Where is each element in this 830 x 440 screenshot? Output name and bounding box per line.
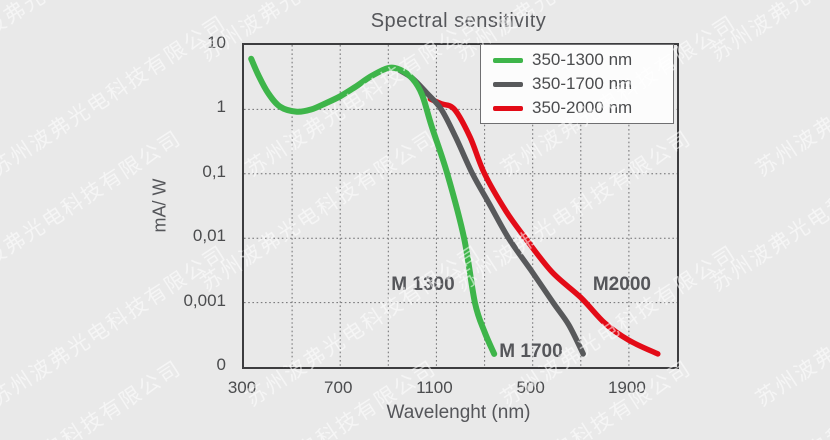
watermark-text: 苏州波弗光电科技有限公司: [751, 241, 830, 412]
curve-label-m1300: M 1300: [391, 273, 455, 295]
plot-canvas: [244, 45, 677, 367]
x-tick-label: 300: [227, 378, 257, 397]
x-tick-label: 1100: [416, 378, 453, 397]
x-axis-label: Wavelenght (nm): [386, 402, 531, 423]
legend-swatch: [493, 105, 523, 111]
legend-entry-label: 350-1700 nm: [532, 74, 633, 93]
plot-area: M 1300 M 1700 M2000: [242, 43, 679, 369]
curve-label-m1700: M 1700: [499, 341, 563, 363]
legend-entry: 350-1700 nm: [493, 73, 673, 95]
legend-entry: 350-2000 nm: [493, 97, 673, 119]
watermark-text: 苏州波弗光电科技有限公司: [704, 352, 830, 440]
watermark-text: 苏州波弗光电科技有限公司: [751, 11, 830, 182]
watermark-text: 苏州波弗光电科技有限公司: [0, 241, 231, 412]
watermark-text: 苏州波弗光电科技有限公司: [706, 126, 830, 297]
y-tick-label: 1: [216, 97, 226, 117]
legend-entry: 350-1300 nm: [493, 49, 673, 71]
chart-title: Spectral sensitivity: [370, 10, 547, 32]
curve-label-m2000: M2000: [592, 273, 651, 295]
curve-m1700: [395, 66, 586, 357]
legend-swatch: [493, 57, 523, 63]
legend-entry-label: 350-1300 nm: [532, 50, 633, 69]
y-tick-label: 0,01: [192, 226, 226, 246]
watermark-text: 苏州波弗光电科技有限公司: [704, 0, 830, 68]
legend-swatch: [493, 81, 523, 87]
y-tick-label: 0: [216, 355, 226, 374]
curve-m1300: [248, 55, 498, 357]
x-tick-label: 700: [324, 378, 353, 397]
y-tick-label: 10: [207, 33, 226, 52]
y-tick-label: 0,1: [202, 161, 226, 181]
legend-entry-label: 350-2000 nm: [532, 98, 633, 117]
curve-m2000: [427, 96, 661, 357]
x-tick-label: 1900: [607, 378, 646, 397]
x-tick-label: 500: [516, 378, 545, 397]
legend: 350-1300 nm 350-1700 nm 350-2000 nm: [480, 44, 674, 124]
y-tick-label: 0,001: [183, 290, 226, 310]
